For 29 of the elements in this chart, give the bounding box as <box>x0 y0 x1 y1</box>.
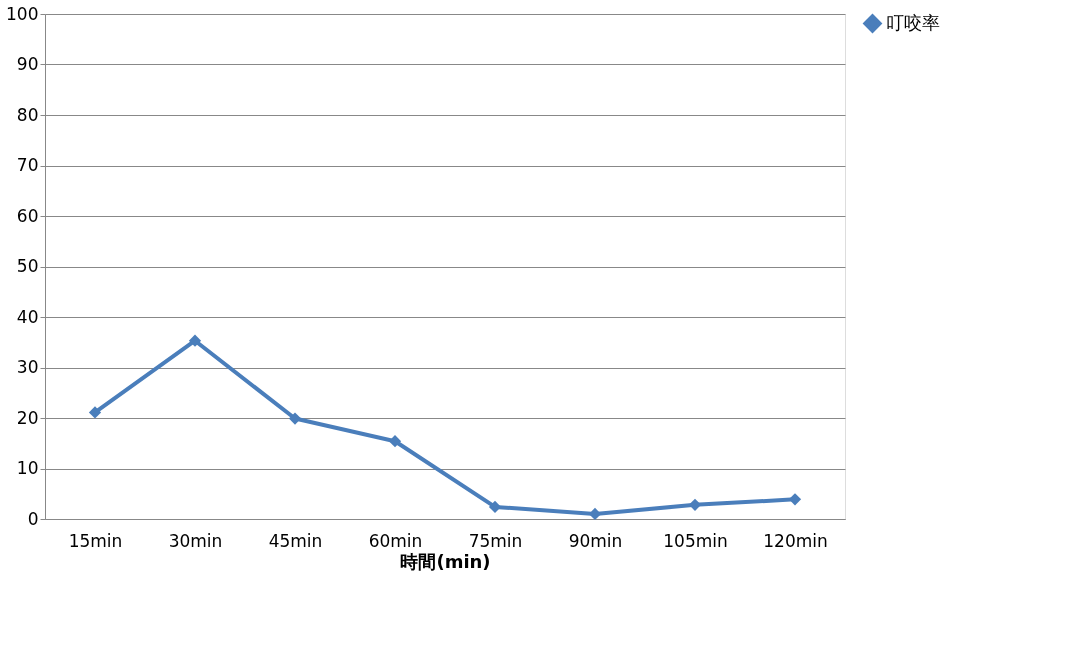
x-tick-label: 105min <box>663 530 728 551</box>
point <box>388 435 402 448</box>
point <box>88 406 102 419</box>
point <box>688 498 702 511</box>
y-tick-label: 10 <box>16 458 39 478</box>
point <box>588 507 602 521</box>
point <box>788 493 802 506</box>
y-tick-label: 70 <box>16 155 39 175</box>
y-tick-label: 60 <box>16 205 39 226</box>
y-tick-label: 80 <box>16 104 39 125</box>
y-tick-label: 20 <box>16 407 39 428</box>
legend-label: 叮咬率 <box>886 11 940 33</box>
x-tick-label: 75min <box>468 530 523 551</box>
x-tick-label: 45min <box>268 530 323 551</box>
y-tick-label: 90 <box>16 54 39 74</box>
y-tick-label: 30 <box>16 357 39 377</box>
x-tick-label: 30min <box>168 530 223 551</box>
y-tick-label: 40 <box>16 306 39 327</box>
point <box>288 412 302 425</box>
x-tick-label: 120min <box>763 530 828 551</box>
x-tick-label: 60min <box>368 530 423 551</box>
point <box>188 334 202 347</box>
y-tick-label: 0 <box>27 508 39 529</box>
x-tick-label: 15min <box>68 530 123 551</box>
point <box>488 500 502 513</box>
x-axis-title: 時間(min) <box>400 550 491 572</box>
x-tick-label: 90min <box>568 530 623 551</box>
y-tick-label: 50 <box>16 256 39 276</box>
y-tick-label: 100 <box>6 3 39 24</box>
